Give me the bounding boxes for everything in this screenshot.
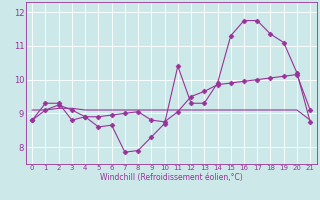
X-axis label: Windchill (Refroidissement éolien,°C): Windchill (Refroidissement éolien,°C) xyxy=(100,173,243,182)
